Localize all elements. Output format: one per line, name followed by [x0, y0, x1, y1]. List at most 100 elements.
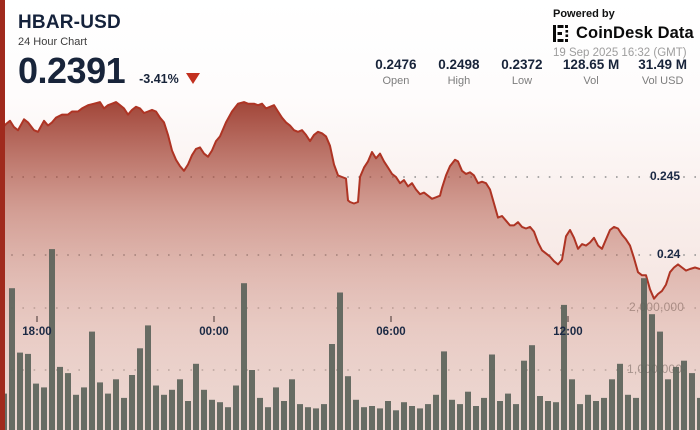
volume-bar	[241, 283, 247, 430]
volume-bar	[105, 393, 111, 430]
volume-bar	[169, 389, 175, 430]
price-change-percent: -3.41%	[139, 72, 179, 86]
volume-bar	[561, 304, 567, 430]
volume-bar	[137, 348, 143, 430]
volume-bar	[625, 394, 631, 430]
volume-bar	[417, 408, 423, 430]
left-accent-bar	[0, 0, 5, 430]
volume-bar	[257, 397, 263, 430]
price-area-fill	[0, 102, 700, 430]
volume-bar	[9, 288, 15, 430]
stat-low-label: Low	[511, 75, 533, 87]
volume-bar	[681, 360, 687, 430]
price-axis-label: 0.245	[650, 169, 681, 183]
volume-bar	[265, 407, 271, 430]
volume-bar	[521, 360, 527, 430]
volume-bar	[49, 249, 55, 430]
volume-bar	[449, 399, 455, 430]
volume-bar	[65, 373, 71, 430]
coindesk-data-logo-text: CoinDesk Data	[576, 24, 694, 42]
volume-bar	[201, 389, 207, 430]
volume-bar	[177, 379, 183, 430]
volume-bar	[289, 379, 295, 430]
volume-bar	[569, 379, 575, 430]
volume-bar	[273, 387, 279, 430]
stat-open-value: 0.2476	[375, 57, 417, 72]
volume-bar	[601, 397, 607, 430]
chart-period-subtitle: 24 Hour Chart	[18, 36, 88, 48]
price-down-triangle-icon	[185, 73, 200, 84]
volume-bar	[505, 393, 511, 430]
volume-bar	[57, 366, 63, 430]
volume-bar	[617, 363, 623, 430]
volume-bar	[81, 387, 87, 430]
volume-bar	[401, 402, 407, 430]
volume-bar	[553, 402, 559, 430]
volume-bar	[545, 401, 551, 430]
volume-bar	[17, 352, 23, 430]
current-price: 0.2391	[18, 50, 126, 91]
volume-bar	[209, 399, 215, 430]
volume-bar	[409, 406, 415, 430]
branding-block: Powered by CoinDesk Data 19 Sep 2025 16:…	[553, 8, 694, 59]
volume-bar	[41, 387, 47, 430]
volume-bar	[345, 376, 351, 430]
volume-bar	[385, 401, 391, 430]
volume-bar	[113, 379, 119, 430]
volume-bar	[473, 406, 479, 430]
volume-bar	[665, 379, 671, 430]
volume-bar	[97, 382, 103, 430]
brand-line: CoinDesk Data	[553, 24, 694, 43]
stat-low: 0.2372 Low	[500, 57, 544, 87]
volume-bar	[249, 370, 255, 430]
coindesk-logo-icon	[553, 25, 569, 42]
stats-row: 0.2476 Open 0.2498 High 0.2372 Low 128.6…	[374, 57, 687, 87]
volume-bar	[377, 408, 383, 430]
volume-bar	[673, 366, 679, 430]
volume-bar	[33, 383, 39, 430]
volume-bar	[593, 401, 599, 430]
volume-bar	[513, 404, 519, 430]
volume-bar	[353, 399, 359, 430]
volume-bar	[25, 353, 31, 430]
volume-bar	[529, 345, 535, 430]
volume-bar	[313, 408, 319, 430]
header-left: HBAR-USD 24 Hour Chart 0.2391 -3.41%	[18, 12, 200, 89]
stat-open: 0.2476 Open	[374, 57, 418, 87]
price-row: 0.2391 -3.41%	[18, 53, 200, 89]
volume-bar	[329, 344, 335, 430]
volume-bar	[657, 331, 663, 430]
powered-by-label: Powered by	[553, 8, 615, 20]
stat-high: 0.2498 High	[437, 57, 481, 87]
timestamp: 19 Sep 2025 16:32 (GMT)	[553, 47, 687, 59]
volume-bar	[361, 407, 367, 430]
volume-bar	[577, 404, 583, 430]
volume-bar	[697, 397, 700, 430]
stat-volume: 128.65 M Vol	[563, 57, 619, 87]
volume-bar	[633, 397, 639, 430]
volume-bar	[433, 394, 439, 430]
volume-bar	[369, 406, 375, 430]
volume-bar	[497, 401, 503, 430]
pair-title: HBAR-USD	[18, 12, 121, 33]
volume-bar	[441, 351, 447, 430]
price-axis-label: 0.24	[657, 247, 681, 261]
volume-bar	[217, 402, 223, 430]
volume-bar	[225, 407, 231, 430]
volume-bar	[153, 385, 159, 430]
volume-bar	[185, 401, 191, 430]
volume-bar	[489, 354, 495, 430]
stat-volume-value: 128.65 M	[562, 57, 620, 72]
volume-bar	[649, 314, 655, 430]
volume-bar	[337, 292, 343, 430]
volume-bar	[145, 325, 151, 430]
stat-volume-label: Vol	[583, 75, 599, 87]
volume-bar	[193, 363, 199, 430]
volume-bar	[89, 331, 95, 430]
stat-high-label: High	[447, 75, 471, 87]
price-line	[0, 101, 700, 300]
volume-bar	[321, 404, 327, 430]
volume-bar	[689, 373, 695, 430]
